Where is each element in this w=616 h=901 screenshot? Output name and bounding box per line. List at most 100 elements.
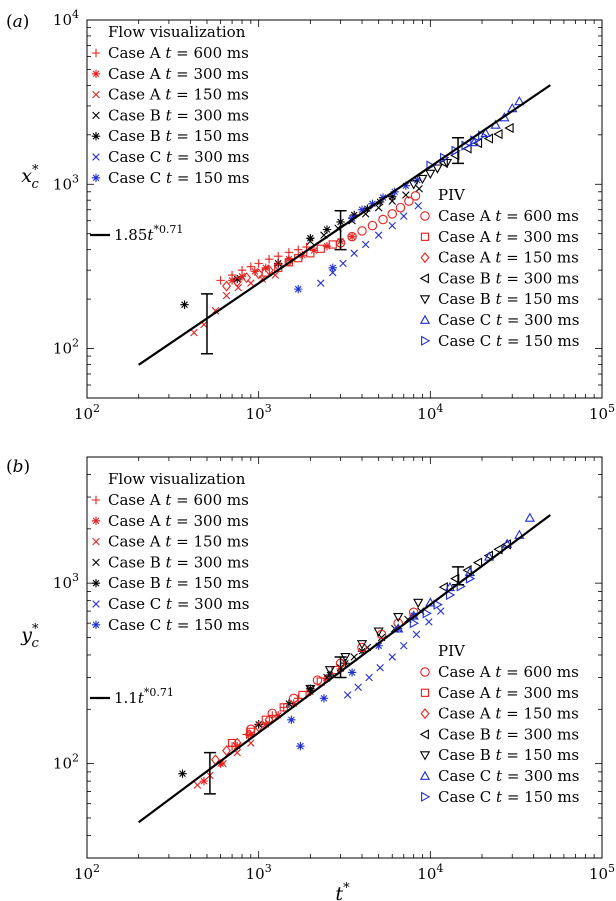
series-fv-5 bbox=[343, 607, 445, 699]
square-marker bbox=[279, 703, 288, 712]
diamond-marker bbox=[242, 272, 252, 284]
legend-entry: Case A t = 150 ms bbox=[438, 249, 579, 267]
star-marker bbox=[322, 674, 332, 684]
triangle-right-marker bbox=[433, 599, 443, 610]
star-marker bbox=[347, 232, 357, 241]
circle-marker bbox=[395, 202, 406, 213]
star-marker bbox=[274, 259, 283, 268]
square-marker bbox=[328, 240, 337, 249]
y-tick-label: 103 bbox=[53, 172, 79, 193]
legend-entry: Case A t = 300 ms bbox=[438, 684, 579, 702]
chart-panel-b: 102 103 104 105 102 103 (b) y* c t* Flow visualiza… bbox=[6, 456, 615, 901]
x-marker bbox=[361, 240, 370, 249]
legend-flow-visualization: Flow visualization Case A t = 600 ms Case … bbox=[90, 470, 249, 707]
circle-marker bbox=[378, 214, 388, 225]
triangle-up-marker bbox=[419, 770, 431, 780]
triangle-right-marker bbox=[440, 152, 450, 163]
triangle-left-marker bbox=[504, 122, 514, 134]
legend-fit-label: 1.85t*0.71 bbox=[114, 223, 183, 244]
star-marker bbox=[233, 741, 242, 751]
triangle-down-marker bbox=[373, 627, 384, 637]
x-marker bbox=[414, 202, 422, 210]
star-marker bbox=[322, 241, 332, 251]
panel-label: (a) bbox=[6, 12, 29, 32]
x-marker bbox=[354, 683, 362, 691]
star-marker bbox=[254, 720, 263, 729]
y-tick-label: 103 bbox=[53, 571, 79, 592]
square-marker bbox=[261, 715, 270, 724]
circle-marker bbox=[267, 708, 278, 719]
series-fv-6 bbox=[294, 175, 422, 294]
star-marker bbox=[237, 272, 247, 281]
legend-entry: Case A t = 600 ms bbox=[108, 44, 249, 62]
y-tick-label: 102 bbox=[53, 752, 79, 773]
plus-marker bbox=[246, 262, 256, 271]
legend-entry: Case C t = 300 ms bbox=[438, 767, 579, 785]
plus-marker bbox=[294, 245, 303, 254]
x-marker bbox=[343, 691, 352, 699]
star-marker bbox=[91, 132, 101, 141]
circle-marker bbox=[246, 724, 256, 735]
series-fv-0 bbox=[216, 242, 311, 285]
circle-marker bbox=[404, 196, 414, 206]
star-marker bbox=[91, 516, 101, 525]
x-marker bbox=[193, 781, 202, 789]
triangle-right-marker bbox=[421, 791, 431, 802]
triangle-left-marker bbox=[419, 729, 429, 740]
diamond-marker bbox=[232, 276, 242, 288]
triangle-right-marker bbox=[421, 335, 431, 346]
triangle-down-marker bbox=[305, 684, 316, 695]
y-axis-label: x* c bbox=[21, 163, 39, 192]
star-marker bbox=[199, 776, 209, 786]
star-marker bbox=[246, 730, 256, 739]
x-tick-label: 104 bbox=[417, 862, 443, 883]
circle-marker bbox=[288, 693, 299, 704]
x-marker bbox=[376, 663, 384, 672]
star-marker bbox=[328, 263, 337, 273]
x-marker bbox=[92, 558, 100, 567]
legend-title-piv: PIV bbox=[438, 642, 466, 660]
x-marker bbox=[365, 673, 373, 682]
triangle-right-marker bbox=[478, 130, 488, 141]
legend-fit-label: 1.1t*0.71 bbox=[114, 686, 174, 707]
star-marker bbox=[274, 711, 283, 720]
legend-entry: Case A t = 300 ms bbox=[438, 228, 579, 246]
circle-marker bbox=[420, 211, 430, 221]
x-marker bbox=[388, 653, 396, 661]
star-marker bbox=[306, 233, 315, 243]
legend-entry: Case A t = 150 ms bbox=[108, 86, 249, 104]
star-marker bbox=[91, 620, 101, 629]
legend-entry: Case C t = 150 ms bbox=[438, 788, 579, 806]
star-marker bbox=[347, 214, 357, 223]
x-axis-label: t* bbox=[335, 881, 350, 901]
triangle-down-marker bbox=[356, 640, 368, 650]
circle-marker bbox=[347, 231, 357, 242]
star-marker bbox=[289, 699, 298, 708]
triangle-up-marker bbox=[524, 512, 535, 522]
star-marker bbox=[368, 199, 377, 209]
error-bar bbox=[452, 136, 465, 165]
triangle-right-marker bbox=[409, 618, 420, 629]
legend-entry: Case C t = 150 ms bbox=[108, 169, 249, 187]
legend-entry: Case B t = 150 ms bbox=[108, 127, 249, 145]
x-marker bbox=[412, 630, 421, 639]
triangle-left-marker bbox=[493, 128, 503, 140]
triangle-down-marker bbox=[419, 295, 431, 305]
triangle-up-marker bbox=[514, 95, 525, 106]
legend-entry: Case C t = 150 ms bbox=[438, 332, 579, 350]
plus-marker bbox=[91, 48, 101, 58]
star-marker bbox=[178, 769, 187, 778]
star-marker bbox=[261, 263, 270, 273]
legend-entry: Case B t = 300 ms bbox=[108, 106, 249, 124]
x-tick-label: 102 bbox=[74, 862, 100, 883]
star-marker bbox=[261, 720, 270, 729]
star-marker bbox=[319, 694, 329, 703]
star-marker bbox=[294, 284, 303, 294]
y-tick-label: 102 bbox=[53, 337, 79, 358]
star-marker bbox=[357, 205, 367, 214]
x-marker bbox=[425, 618, 433, 626]
legend-entry: Case B t = 150 ms bbox=[438, 746, 579, 764]
axis-ticks bbox=[86, 20, 602, 399]
error-bar bbox=[200, 293, 213, 355]
x-marker bbox=[350, 249, 358, 258]
